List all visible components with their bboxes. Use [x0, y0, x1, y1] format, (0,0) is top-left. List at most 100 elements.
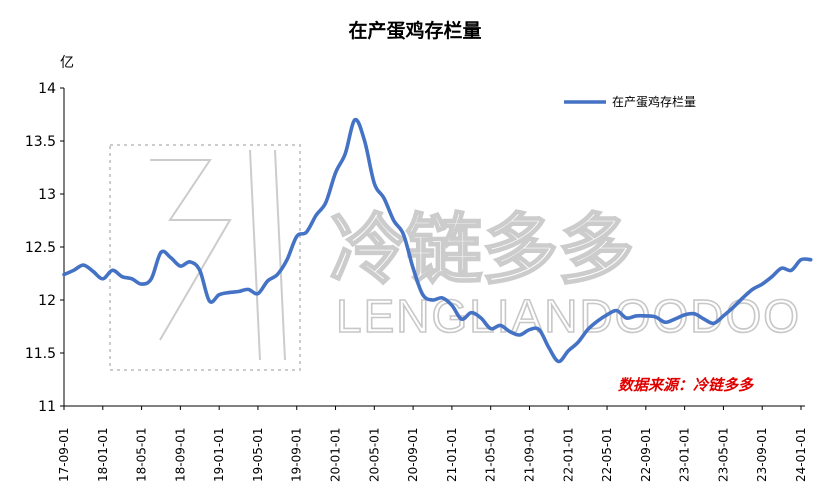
x-tick-label: 20-05-01 [367, 428, 381, 482]
data-point [537, 328, 541, 331]
watermark-cn: 冷链多多 [330, 205, 634, 294]
data-point [217, 293, 221, 296]
data-point [431, 298, 434, 302]
data-point [489, 327, 492, 330]
data-point [373, 182, 376, 185]
data-point [615, 309, 618, 312]
legend: 在产蛋鸡存栏量 [564, 94, 696, 109]
x-tick-label: 17-09-01 [57, 428, 71, 482]
watermark-en: LENGLIANDOODOO [336, 290, 801, 342]
data-point [72, 269, 75, 272]
y-tick-label: 12.5 [25, 240, 56, 256]
data-point [314, 214, 318, 217]
data-point [188, 260, 192, 264]
data-point [334, 171, 337, 174]
data-point [441, 296, 444, 300]
data-point [382, 197, 386, 200]
x-tick-label: 21-09-01 [522, 428, 536, 482]
data-point [344, 152, 347, 155]
data-point [508, 330, 512, 333]
data-point [528, 328, 531, 331]
data-point [683, 313, 686, 317]
data-point [198, 269, 201, 272]
data-point [421, 293, 424, 296]
data-point [324, 201, 328, 204]
data-point [780, 267, 783, 270]
x-tick-label: 18-05-01 [135, 428, 149, 482]
y-tick-label: 11 [38, 399, 56, 415]
data-point [450, 304, 454, 307]
data-point [82, 263, 85, 267]
data-point [91, 270, 95, 273]
data-point [702, 317, 706, 321]
data-point [557, 360, 560, 363]
data-point [363, 139, 366, 143]
data-point [761, 282, 764, 286]
y-tick-label: 13.5 [25, 134, 56, 150]
y-tick-label: 11.5 [25, 346, 56, 362]
x-tick-label: 23-01-01 [678, 428, 692, 482]
y-tick-label: 14 [38, 81, 56, 97]
x-tick-label: 19-05-01 [251, 428, 265, 482]
data-point [402, 233, 405, 236]
data-point [169, 256, 172, 259]
x-tick-label: 23-09-01 [755, 428, 769, 482]
x-tick-label: 24-01-01 [794, 428, 808, 482]
data-point [693, 312, 696, 315]
data-point [625, 316, 628, 320]
x-tick-label: 19-01-01 [212, 428, 226, 482]
data-point [470, 311, 473, 314]
data-point [731, 306, 735, 309]
data-point [295, 235, 298, 238]
data-point [809, 258, 812, 261]
data-point [712, 322, 715, 325]
data-point [654, 315, 657, 319]
data-point [130, 277, 134, 280]
data-point [499, 324, 502, 327]
x-tick-label: 20-09-01 [406, 428, 420, 482]
data-point [644, 314, 648, 318]
data-point [790, 269, 793, 272]
x-tick-label: 19-09-01 [290, 428, 304, 482]
data-point [111, 269, 114, 272]
data-point [120, 275, 124, 278]
data-point [285, 258, 289, 261]
data-point [596, 320, 599, 323]
data-point [673, 317, 677, 321]
data-point [159, 251, 163, 254]
data-point [276, 273, 279, 276]
data-point [411, 267, 415, 270]
data-point [237, 290, 240, 293]
data-point [741, 296, 745, 300]
data-point [479, 316, 483, 320]
x-tick-label: 18-01-01 [96, 428, 110, 482]
data-point [799, 258, 803, 261]
data-point [101, 277, 104, 280]
chart-title: 在产蛋鸡存栏量 [348, 20, 482, 42]
data-point [305, 230, 308, 234]
data-point [586, 328, 589, 331]
data-point [140, 282, 143, 286]
data-point [62, 273, 66, 276]
x-tick-label: 21-05-01 [484, 428, 498, 482]
x-tick-label: 21-01-01 [445, 428, 459, 482]
data-point [392, 219, 395, 222]
x-axis-ticks: 17-09-01 18-01-01 18-05-01 18-09-01 19-01-01… [57, 406, 808, 482]
data-point [266, 279, 269, 283]
y-tick-label: 13 [38, 187, 56, 203]
data-point [460, 317, 463, 321]
series-layer [62, 117, 813, 364]
x-tick-label: 18-09-01 [173, 428, 187, 482]
data-point [353, 118, 357, 122]
data-point [576, 341, 580, 344]
x-tick-label: 20-01-01 [329, 428, 343, 482]
data-point [634, 314, 638, 318]
watermark-logo [109, 144, 301, 371]
x-tick-label: 22-05-01 [600, 428, 614, 482]
data-point [179, 264, 182, 268]
data-point [247, 288, 250, 291]
data-point [150, 277, 153, 280]
x-tick-label: 22-01-01 [561, 428, 575, 482]
data-point [722, 314, 725, 318]
